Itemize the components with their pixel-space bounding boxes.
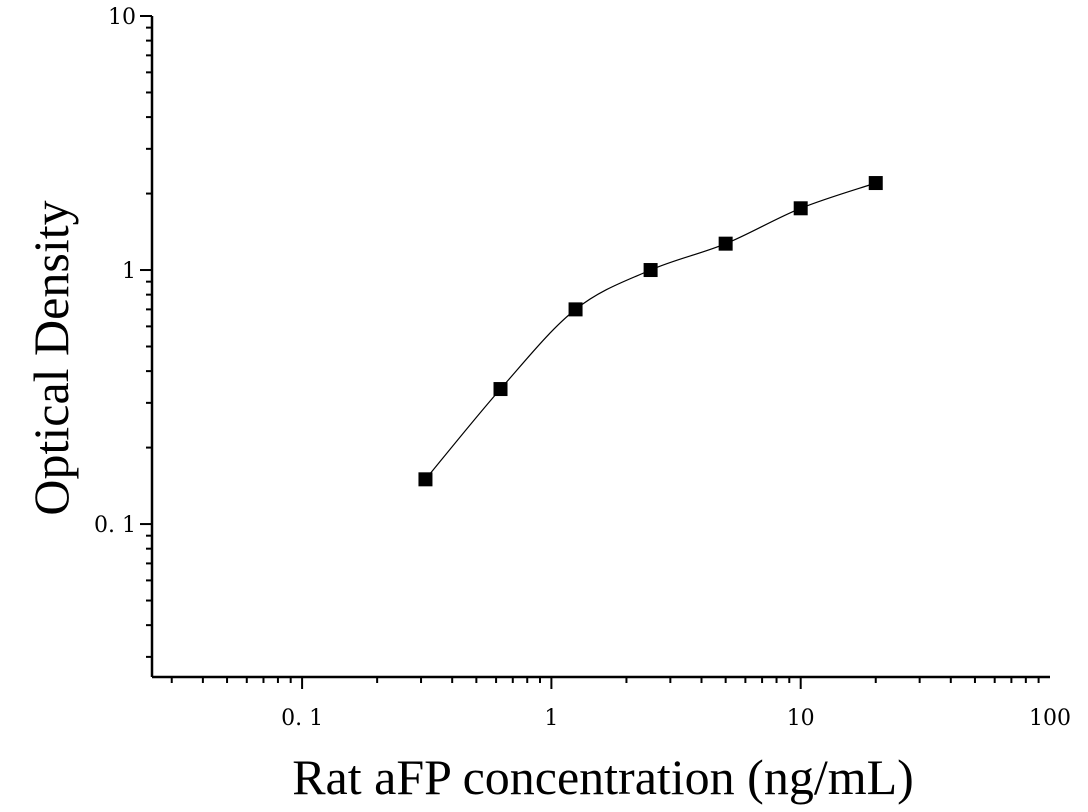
- data-point: [793, 201, 808, 216]
- x-tick-labels: 0. 1 1 10 100: [281, 706, 1071, 731]
- data-point: [418, 472, 433, 487]
- y-tick-label: 0. 1: [94, 513, 136, 538]
- y-tick-label: 10: [108, 5, 136, 30]
- axes: [150, 16, 1050, 679]
- fit-curve: [425, 182, 876, 480]
- x-axis-title: Rat aFP concentration (ng/mL): [292, 749, 914, 805]
- x-tick-label: 1: [544, 706, 558, 731]
- y-tick-labels: 0. 1 1 10: [94, 5, 136, 538]
- x-tick-label: 0. 1: [281, 706, 323, 731]
- data-point: [643, 263, 658, 278]
- data-point: [868, 176, 883, 191]
- x-ticks: [170, 677, 1040, 689]
- data-point: [493, 382, 508, 397]
- data-point: [718, 236, 733, 251]
- y-axis-title: Optical Density: [23, 200, 79, 515]
- y-ticks: [140, 15, 152, 658]
- data-points: [418, 176, 883, 487]
- x-tick-label: 10: [787, 706, 815, 731]
- x-tick-label: 100: [1029, 706, 1071, 731]
- y-tick-label: 1: [122, 259, 136, 284]
- data-point: [568, 302, 583, 317]
